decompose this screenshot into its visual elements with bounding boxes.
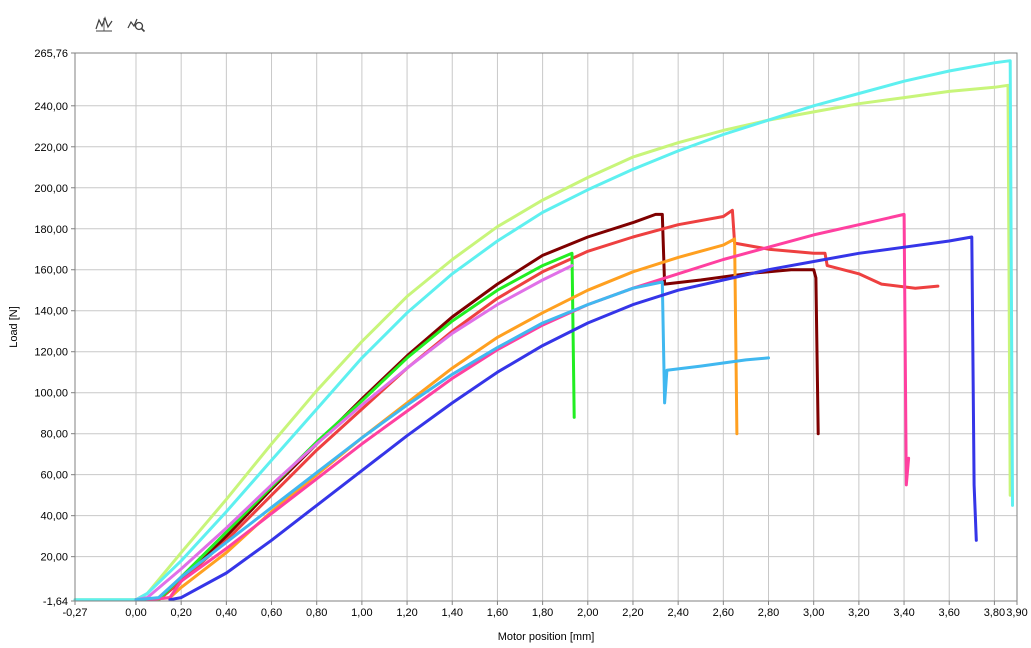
x-tick-label: 3,80 — [984, 607, 1005, 619]
series-line — [73, 59, 1014, 602]
series-line — [134, 251, 576, 602]
y-tick-label: 120,00 — [34, 347, 68, 359]
x-tick-label: 0,80 — [306, 607, 327, 619]
x-tick-label: 1,20 — [396, 607, 417, 619]
y-tick-label: 200,00 — [34, 183, 68, 195]
grid — [74, 52, 1018, 602]
x-tick-label: 1,60 — [487, 607, 508, 619]
x-tick-label: 2,20 — [622, 607, 643, 619]
x-tick-label: 3,90 — [1006, 607, 1027, 619]
y-tick-label: 60,00 — [40, 470, 68, 482]
x-axis-title: Motor position [mm] — [498, 631, 595, 643]
series-line — [134, 264, 574, 602]
x-tick-label: 1,80 — [532, 607, 553, 619]
x-tick-label: 0,20 — [170, 607, 191, 619]
y-axis-title: Load [N] — [8, 306, 20, 348]
x-tick-label: 3,20 — [848, 607, 869, 619]
y-tick-label: 140,00 — [34, 306, 68, 318]
x-tick-label: 0,40 — [216, 607, 237, 619]
y-tick-label: 265,76 — [34, 48, 68, 60]
series-line — [134, 208, 940, 602]
x-tick-label: 1,00 — [351, 607, 372, 619]
x-tick-label: 0,60 — [261, 607, 282, 619]
series-line — [73, 83, 1012, 602]
zoom-button[interactable] — [124, 12, 148, 36]
series-line — [145, 237, 739, 602]
y-tick-label: 40,00 — [40, 511, 68, 523]
x-tick-label: 3,00 — [803, 607, 824, 619]
plot-frame — [71, 52, 1018, 605]
y-tick-label: 160,00 — [34, 265, 68, 277]
x-tick-label: -0,27 — [62, 607, 87, 619]
plot-series — [73, 59, 1014, 602]
y-tick-label: 80,00 — [40, 429, 68, 441]
y-tick-label: -1,64 — [43, 596, 68, 608]
y-tick-label: 240,00 — [34, 101, 68, 113]
y-tick-label: 220,00 — [34, 142, 68, 154]
tick-labels: -0,27 0,00 0,20 0,40 0,60 0,80 1,00 1,20 1,40 1,6… — [34, 48, 1027, 619]
autoscale-button[interactable] — [92, 12, 116, 36]
series-line — [134, 280, 770, 602]
x-tick-label: 2,00 — [577, 607, 598, 619]
x-tick-label: 1,40 — [442, 607, 463, 619]
x-tick-label: 2,80 — [758, 607, 779, 619]
series-line — [145, 212, 911, 602]
y-tick-label: 180,00 — [34, 224, 68, 236]
x-tick-label: 0,00 — [125, 607, 146, 619]
x-tick-label: 3,40 — [893, 607, 914, 619]
x-tick-label: 2,40 — [667, 607, 688, 619]
plot-area-border — [74, 52, 1018, 602]
chart-toolbar — [92, 12, 148, 36]
autoscale-icon — [95, 16, 113, 32]
y-tick-label: 20,00 — [40, 552, 68, 564]
series-line — [168, 235, 978, 602]
x-tick-label: 2,60 — [713, 607, 734, 619]
series-line — [134, 212, 820, 602]
y-tick-label: 100,00 — [34, 388, 68, 400]
zoom-icon — [127, 18, 146, 33]
x-tick-label: 3,60 — [939, 607, 960, 619]
